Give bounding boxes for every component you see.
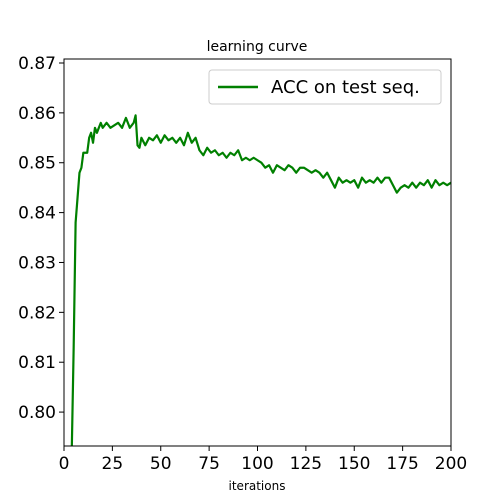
y-tick-label: 0.80 xyxy=(18,403,56,423)
y-tick-label: 0.83 xyxy=(18,253,56,273)
x-axis-label: iterations xyxy=(229,479,286,493)
y-tick-label: 0.84 xyxy=(18,204,56,224)
y-tick-label: 0.82 xyxy=(18,303,56,323)
plot-frame xyxy=(64,59,451,446)
x-tick-label: 125 xyxy=(290,454,322,474)
legend: ACC on test seq. xyxy=(209,70,441,104)
x-tick-label: 75 xyxy=(198,454,220,474)
x-tick-label: 200 xyxy=(435,454,467,474)
y-tick-label: 0.85 xyxy=(18,154,56,174)
x-tick-label: 175 xyxy=(386,454,418,474)
x-tick-label: 0 xyxy=(59,454,70,474)
x-tick-label: 150 xyxy=(338,454,370,474)
y-axis-ticks: 0.80 0.81 0.82 0.83 0.84 0.85 0.86 0.87 xyxy=(18,54,64,423)
x-axis-ticks: 0 25 50 75 100 125 150 175 200 xyxy=(59,446,468,474)
x-tick-label: 50 xyxy=(150,454,172,474)
y-tick-label: 0.81 xyxy=(18,353,56,373)
y-tick-label: 0.86 xyxy=(18,104,56,124)
series-line-acc-test xyxy=(70,115,451,500)
series-layer xyxy=(70,115,451,500)
x-tick-label: 100 xyxy=(241,454,273,474)
x-tick-label: 25 xyxy=(102,454,124,474)
chart-title: learning curve xyxy=(207,39,308,55)
legend-entry-label: ACC on test seq. xyxy=(271,77,420,98)
y-tick-label: 0.87 xyxy=(18,54,56,74)
